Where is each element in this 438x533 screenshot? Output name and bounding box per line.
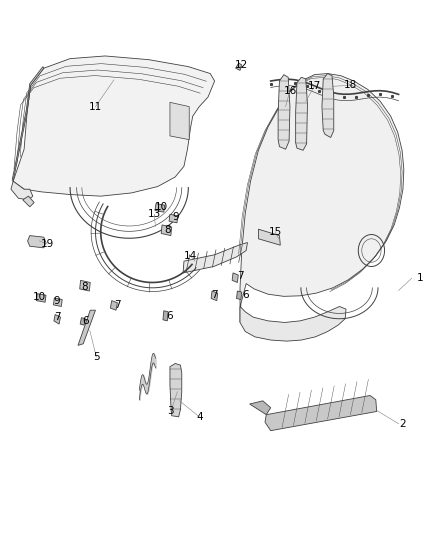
Text: 7: 7 bbox=[114, 300, 121, 310]
Polygon shape bbox=[80, 318, 85, 325]
Text: 1: 1 bbox=[417, 273, 424, 283]
Text: 7: 7 bbox=[53, 312, 60, 322]
Text: 8: 8 bbox=[81, 282, 88, 292]
Text: 2: 2 bbox=[399, 419, 406, 429]
Polygon shape bbox=[11, 181, 33, 200]
Polygon shape bbox=[169, 214, 178, 223]
Polygon shape bbox=[296, 77, 307, 150]
Text: 9: 9 bbox=[53, 296, 60, 306]
Polygon shape bbox=[36, 294, 46, 302]
Text: 6: 6 bbox=[242, 290, 249, 300]
Polygon shape bbox=[265, 395, 377, 431]
Polygon shape bbox=[161, 225, 172, 236]
Polygon shape bbox=[80, 280, 90, 291]
Polygon shape bbox=[237, 291, 242, 300]
Polygon shape bbox=[163, 311, 168, 321]
Polygon shape bbox=[211, 291, 218, 301]
Polygon shape bbox=[54, 314, 60, 324]
Text: 11: 11 bbox=[89, 102, 102, 111]
Polygon shape bbox=[236, 63, 242, 70]
Polygon shape bbox=[240, 306, 346, 341]
Text: 8: 8 bbox=[164, 225, 171, 235]
Polygon shape bbox=[232, 273, 238, 282]
Text: 10: 10 bbox=[155, 202, 168, 212]
Text: 19: 19 bbox=[41, 239, 54, 249]
Text: 13: 13 bbox=[148, 209, 161, 219]
Text: 4: 4 bbox=[196, 412, 203, 422]
Text: 14: 14 bbox=[184, 251, 197, 261]
Text: 15: 15 bbox=[268, 227, 282, 237]
Polygon shape bbox=[322, 74, 334, 138]
Text: 12: 12 bbox=[235, 60, 248, 70]
Polygon shape bbox=[240, 74, 404, 322]
Text: 6: 6 bbox=[166, 311, 173, 320]
Text: 18: 18 bbox=[344, 80, 357, 90]
Text: 9: 9 bbox=[172, 213, 179, 222]
Polygon shape bbox=[13, 56, 215, 196]
Text: 16: 16 bbox=[283, 86, 297, 95]
Text: 5: 5 bbox=[93, 352, 100, 362]
Polygon shape bbox=[170, 364, 182, 417]
Text: 7: 7 bbox=[237, 271, 244, 281]
Polygon shape bbox=[155, 204, 165, 212]
Polygon shape bbox=[250, 401, 271, 415]
Text: 3: 3 bbox=[167, 407, 174, 416]
Polygon shape bbox=[78, 310, 95, 345]
Text: 17: 17 bbox=[308, 82, 321, 91]
Polygon shape bbox=[23, 196, 34, 207]
Polygon shape bbox=[258, 229, 280, 245]
Text: 6: 6 bbox=[82, 316, 89, 326]
Text: 10: 10 bbox=[33, 292, 46, 302]
Polygon shape bbox=[278, 75, 290, 149]
Polygon shape bbox=[12, 67, 44, 181]
Polygon shape bbox=[53, 298, 62, 306]
Polygon shape bbox=[170, 102, 189, 140]
Polygon shape bbox=[110, 301, 117, 310]
Polygon shape bbox=[183, 243, 247, 273]
Polygon shape bbox=[28, 236, 46, 248]
Text: 7: 7 bbox=[211, 290, 218, 300]
